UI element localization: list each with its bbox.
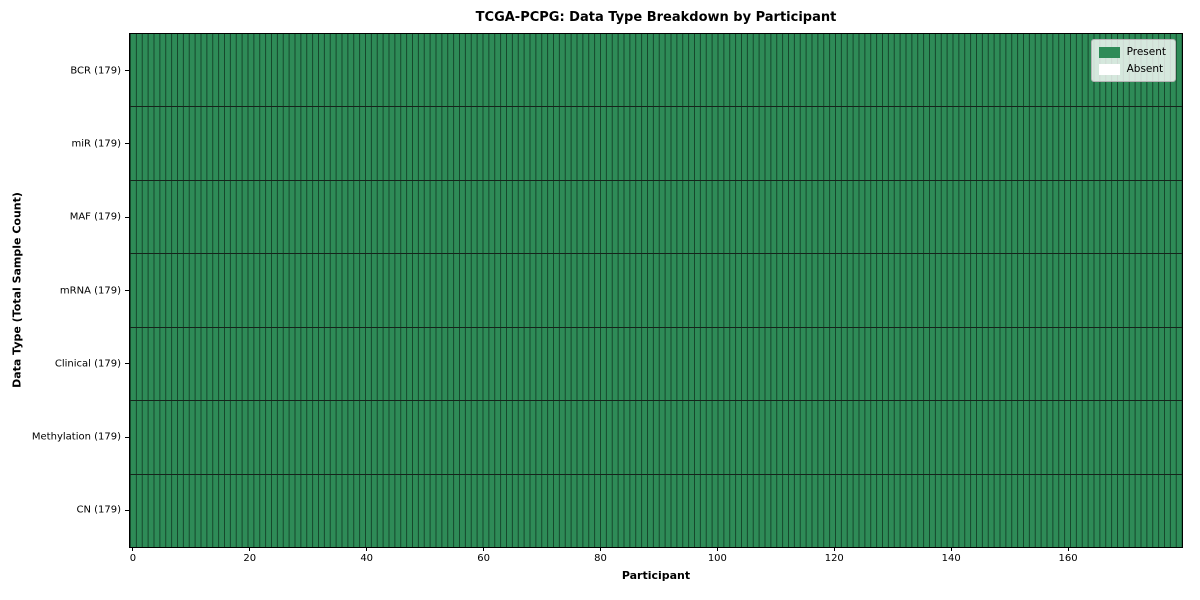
x-tick-label-100: 100 [707,553,727,564]
x-tick-120 [833,547,835,551]
y-tick-label-cn: CN (179) [76,504,121,516]
legend-swatch-present [1098,46,1120,58]
heatmap-rows [130,34,1182,547]
heatmap-row-cn [130,474,1182,547]
y-tick-label-mir: miR (179) [71,138,121,150]
legend: Present Absent [1090,39,1176,82]
x-tick-label-40: 40 [360,553,374,564]
x-tick-label-120: 120 [824,553,844,564]
y-tick-mir [125,143,130,145]
y-tick-mrna [125,290,130,291]
x-tick-60 [483,547,485,551]
heatmap-row-mir [130,107,1182,181]
chart-title: TCGA-PCPG: Data Type Breakdown by Partic… [475,10,837,25]
legend-label-present: Present [1126,46,1166,58]
heatmap-row-mrna [130,254,1182,328]
x-tick-0 [132,547,134,551]
heatmap-row-methylation [130,401,1182,475]
x-tick-label-0: 0 [129,553,137,564]
x-tick-label-160: 160 [1058,553,1078,564]
y-tick-clinical [125,363,130,365]
heatmap-row-bcr [130,34,1182,108]
x-tick-140 [950,547,952,551]
x-tick-label-20: 20 [243,553,257,564]
legend-label-absent: Absent [1126,63,1164,75]
legend-item-absent: Absent [1098,63,1166,75]
x-axis-label: Participant [621,569,691,582]
y-tick-label-maf: MAF (179) [69,211,121,223]
plot-area: BCR (179) miR (179) MAF (179) mRNA (179) Cli… [32,33,1183,564]
y-tick-label-mrna: mRNA (179) [59,285,121,296]
y-tick-bcr [125,70,130,72]
x-tick-100 [716,547,718,551]
heatmap-row-clinical [130,327,1182,402]
x-tick-80 [599,547,601,551]
y-tick-methylation [125,436,130,438]
y-tick-label-bcr: BCR (179) [70,65,121,77]
heatmap-row-maf [130,180,1182,255]
legend-item-present: Present [1098,46,1166,58]
x-tick-label-60: 60 [477,553,490,564]
x-tick-40 [366,547,368,551]
y-tick-cn [125,509,130,511]
x-tick-160 [1067,547,1069,551]
y-tick-label-clinical: Clinical (179) [54,358,121,370]
y-tick-maf [125,216,130,218]
x-tick-label-80: 80 [594,553,607,564]
legend-swatch-absent [1098,63,1120,75]
x-tick-label-140: 140 [941,553,961,564]
y-axis-label: Data Type (Total Sample Count) [10,192,24,388]
y-tick-label-methylation: Methylation (179) [31,431,121,443]
x-tick-20 [249,547,251,551]
